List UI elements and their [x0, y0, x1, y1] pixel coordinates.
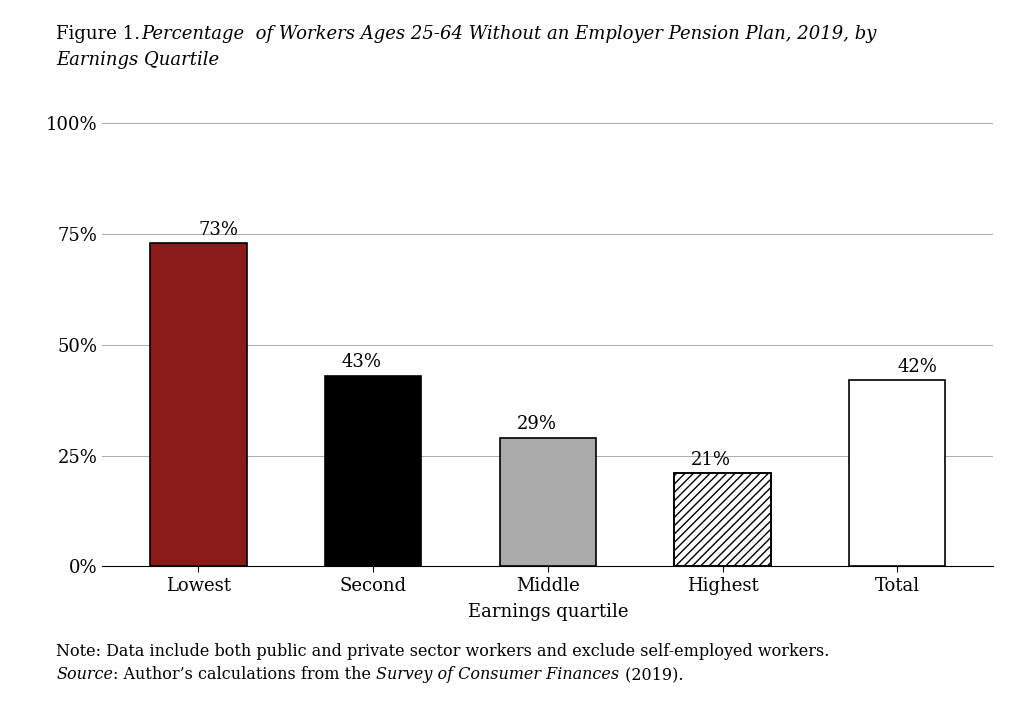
Bar: [675, 473, 771, 566]
Text: 43%: 43%: [342, 354, 382, 372]
Text: Percentage  of Workers Ages 25-64 Without an Employer Pension Plan, 2019, by: Percentage of Workers Ages 25-64 Without…: [141, 25, 877, 44]
Bar: [151, 243, 247, 566]
Bar: [326, 376, 421, 566]
Text: 42%: 42%: [897, 358, 937, 376]
Text: 29%: 29%: [516, 415, 556, 433]
Text: Survey of Consumer Finances: Survey of Consumer Finances: [377, 666, 620, 683]
Bar: [500, 438, 596, 566]
Bar: [675, 473, 771, 566]
Text: Note: Data include both public and private sector workers and exclude self-emplo: Note: Data include both public and priva…: [56, 643, 829, 659]
Text: 73%: 73%: [199, 221, 239, 239]
Text: Figure 1.: Figure 1.: [56, 25, 146, 44]
Bar: [675, 473, 771, 566]
X-axis label: Earnings quartile: Earnings quartile: [468, 603, 628, 621]
Text: Earnings Quartile: Earnings Quartile: [56, 51, 219, 69]
Bar: [849, 380, 945, 566]
Text: (2019).: (2019).: [620, 666, 683, 683]
Text: 21%: 21%: [691, 451, 731, 469]
Text: Source: Source: [56, 666, 114, 683]
Text: : Author’s calculations from the: : Author’s calculations from the: [114, 666, 377, 683]
